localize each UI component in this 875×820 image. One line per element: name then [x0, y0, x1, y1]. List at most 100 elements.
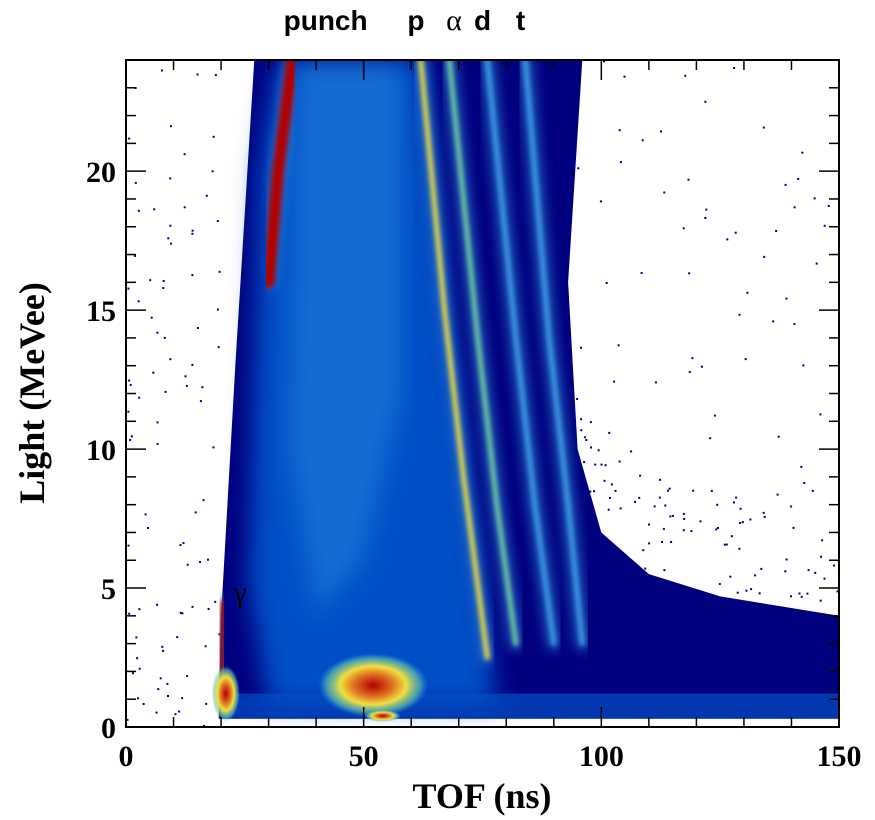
event-dot: [181, 612, 184, 615]
event-dot: [735, 496, 738, 499]
plot-area: [126, 60, 839, 727]
event-dot: [691, 357, 694, 360]
y-tick-label: 0: [101, 712, 116, 745]
particle-label: t: [516, 5, 525, 36]
event-dot: [132, 672, 134, 675]
event-dot: [196, 327, 199, 329]
event-dot: [130, 435, 133, 438]
event-dot: [186, 675, 189, 678]
event-dot: [179, 611, 182, 614]
event-dot: [639, 474, 642, 477]
event-dot: [662, 527, 665, 530]
event-dot: [138, 396, 141, 399]
event-dot: [717, 527, 719, 529]
event-dot: [704, 100, 707, 103]
event-dot: [138, 608, 141, 611]
event-dot: [191, 605, 194, 608]
event-dot: [750, 588, 753, 591]
event-dot: [167, 237, 170, 240]
event-dot: [784, 183, 787, 186]
event-dot: [161, 645, 164, 648]
event-dot: [670, 541, 673, 543]
event-dot: [741, 521, 744, 524]
event-dot: [159, 677, 162, 680]
event-dot: [644, 567, 647, 570]
x-tick-label: 50: [349, 740, 379, 773]
event-dot: [137, 300, 140, 303]
event-dot: [683, 517, 686, 520]
event-dot: [642, 549, 645, 552]
event-dot: [127, 287, 130, 290]
event-dot: [772, 320, 775, 323]
event-dot: [199, 400, 202, 403]
event-dot: [593, 490, 596, 493]
event-dot: [127, 544, 130, 547]
event-dot: [725, 543, 728, 546]
event-dot: [754, 574, 757, 577]
event-dot: [790, 595, 792, 598]
event-dot: [589, 421, 592, 424]
event-dot: [128, 137, 131, 140]
event-dot: [129, 438, 132, 441]
event-dot: [661, 540, 663, 543]
event-dot: [205, 194, 208, 197]
event-dot: [730, 535, 733, 538]
event-dot: [715, 528, 718, 531]
event-dot: [807, 569, 810, 572]
event-dot: [618, 460, 621, 463]
event-dot: [802, 364, 805, 367]
y-tick-label: 10: [86, 434, 116, 467]
event-dot: [745, 589, 748, 592]
event-dot: [801, 151, 804, 154]
event-dot: [798, 592, 801, 595]
event-dot: [692, 489, 695, 492]
event-dot: [823, 224, 826, 227]
event-dot: [137, 697, 139, 700]
event-dot: [648, 523, 650, 526]
hotspot: [364, 709, 401, 722]
event-dot: [738, 547, 741, 550]
event-dot: [207, 558, 209, 561]
event-dot: [202, 499, 205, 502]
event-dot: [648, 542, 651, 545]
event-dot: [634, 500, 636, 503]
event-dot: [138, 667, 141, 670]
event-dot: [170, 242, 173, 245]
event-dot: [688, 272, 691, 275]
event-dot: [793, 323, 796, 326]
event-dot: [201, 386, 204, 389]
event-dot: [700, 365, 703, 368]
event-dot: [762, 126, 765, 129]
event-dot: [214, 600, 217, 603]
event-dot: [640, 272, 643, 274]
particle-label: d: [474, 5, 491, 36]
event-dot: [142, 703, 145, 705]
event-dot: [607, 508, 610, 511]
particle-label: α: [446, 4, 462, 37]
event-dot: [669, 515, 672, 518]
event-dot: [577, 167, 580, 170]
axis-ticks: [125, 59, 840, 728]
event-dot: [160, 69, 163, 72]
event-dot: [603, 479, 606, 482]
event-dot: [690, 530, 693, 533]
event-dot: [605, 282, 608, 284]
event-dot: [156, 421, 159, 424]
event-dot: [749, 518, 752, 521]
x-tick-label: 0: [119, 740, 134, 773]
event-dot: [820, 555, 823, 558]
event-dot: [128, 379, 131, 382]
event-dot: [191, 232, 194, 235]
particle-label: punch: [284, 5, 368, 36]
hotspot: [318, 653, 429, 718]
x-tick-label: 100: [579, 740, 624, 773]
event-dot: [785, 558, 788, 561]
event-dot: [156, 442, 159, 445]
event-dot: [744, 358, 747, 361]
event-dot: [603, 60, 605, 63]
y-tick-label: 15: [86, 295, 116, 328]
event-dot: [583, 461, 586, 464]
event-dot: [597, 449, 600, 452]
event-dot: [614, 489, 617, 492]
floor-band: [221, 693, 839, 719]
